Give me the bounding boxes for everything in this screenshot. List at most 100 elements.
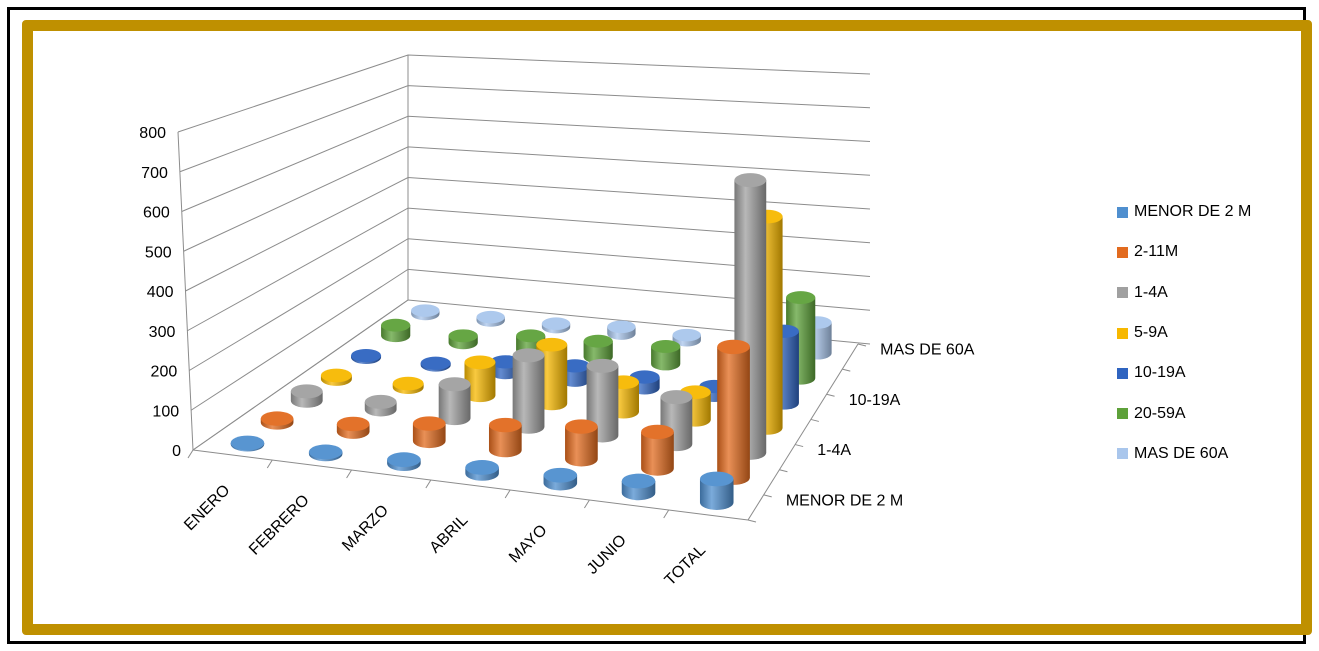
bar-20-59a-enero [381, 318, 411, 343]
depth-tick-label: 10-19A [849, 392, 901, 409]
bar-1-4a-abril [512, 348, 545, 434]
x-tick-label: MARZO [339, 502, 392, 555]
y-tick-label: 100 [152, 403, 179, 420]
gridline [187, 207, 871, 332]
bar-5-9a-marzo [464, 355, 496, 403]
bar-2-11m-abril [488, 417, 522, 458]
bar-20-59a-abril [583, 334, 613, 364]
legend-swatch [1117, 327, 1128, 339]
legend-swatch [1117, 367, 1128, 379]
gridline [188, 238, 871, 371]
chart-frame [22, 20, 1312, 635]
x-tick-label: TOTAL [662, 542, 710, 590]
bar-2-11m-febrero [336, 416, 370, 439]
bar-10-19a-enero [351, 348, 382, 365]
depth-tick-mark [795, 444, 804, 448]
x-tick-mark [266, 459, 273, 469]
bar-5-9a-febrero [392, 376, 424, 395]
legend-item: MENOR DE 2 M [1117, 192, 1297, 232]
legend-swatch [1117, 246, 1128, 258]
legend-swatch [1117, 287, 1128, 299]
bar-1-4a-enero [290, 384, 323, 408]
bar-menor-de-2-m-abril [465, 460, 499, 481]
legend-swatch [1117, 408, 1128, 420]
y-tick-label: 700 [141, 165, 168, 182]
gridline [179, 85, 871, 173]
legend-label: MENOR DE 2 M [1134, 203, 1252, 221]
bar-2-11m-marzo [412, 416, 446, 449]
gridline [183, 146, 871, 252]
bar-mas-de-60a-marzo [541, 317, 571, 334]
legend-item: 5-9A [1117, 313, 1297, 353]
x-tick-mark [504, 489, 511, 499]
bar-2-11m-total [717, 339, 750, 485]
bar-menor-de-2-m-marzo [387, 452, 421, 472]
y-tick-label: 300 [149, 324, 176, 341]
legend-label: 1-4A [1134, 283, 1168, 301]
legend-item: 20-59A [1117, 393, 1297, 433]
gridline [185, 176, 871, 292]
bar-mas-de-60a-febrero [476, 310, 505, 327]
bar-2-11m-mayo [565, 419, 598, 467]
bar-2-11m-enero [260, 411, 294, 430]
x-tick-label: JUNIO [584, 532, 630, 578]
legend-swatch [1117, 448, 1128, 460]
x-tick-mark [663, 509, 670, 519]
bar-mas-de-60a-enero [411, 304, 440, 321]
x-tick-mark [346, 469, 352, 479]
legend-item: MAS DE 60A [1117, 434, 1297, 474]
bar-menor-de-2-m-junio [621, 473, 656, 501]
x-tick-label: ABRIL [427, 512, 472, 557]
legend-label: 10-19A [1134, 364, 1186, 382]
bar-1-4a-marzo [438, 377, 471, 426]
legend-label: MAS DE 60A [1134, 444, 1229, 462]
legend-item: 1-4A [1117, 273, 1297, 313]
legend-label: 20-59A [1134, 404, 1186, 422]
depth-tick-mark [747, 519, 757, 523]
x-tick-label: MAYO [506, 522, 551, 567]
depth-tick-label: MAS DE 60A [880, 342, 975, 359]
legend: MENOR DE 2 M 2-11M 1-4A 5-9A 10-19A 20-59A MAS… [1117, 192, 1297, 474]
y-tick-label: 400 [147, 284, 174, 301]
y-tick-label: 800 [139, 125, 166, 142]
floor-front-edge [192, 449, 749, 521]
depth-tick-mark [810, 418, 819, 422]
bar-menor-de-2-m-mayo [543, 467, 578, 491]
y-tick-label: 0 [172, 443, 181, 460]
bar-menor-de-2-m-enero [230, 435, 265, 452]
x-tick-label: ENERO [181, 482, 233, 534]
bar-10-19a-febrero [420, 356, 451, 372]
x-tick-mark [425, 479, 432, 489]
bar-menor-de-2-m-total [699, 471, 734, 510]
gridline [192, 299, 871, 451]
legend-swatch [1117, 206, 1128, 218]
bar-mas-de-60a-mayo [672, 328, 701, 347]
depth-tick-label: 1-4A [817, 442, 851, 459]
legend-label: 5-9A [1134, 324, 1168, 342]
y-tick-label: 600 [143, 205, 170, 222]
depth-tick-label: MENOR DE 2 M [786, 492, 903, 509]
bar-10-19a-abril [559, 359, 590, 387]
bar-2-11m-junio [641, 424, 674, 476]
bar-5-9a-enero [320, 368, 352, 386]
x-tick-label: FEBRERO [246, 492, 313, 559]
depth-tick-mark [857, 343, 867, 347]
legend-label: 2-11M [1134, 243, 1179, 261]
gridline [181, 115, 871, 212]
y-tick-label: 500 [145, 244, 172, 261]
bar-20-59a-mayo [651, 340, 681, 371]
depth-tick-mark [842, 368, 851, 372]
legend-item: 2-11M [1117, 232, 1297, 272]
legend-item: 10-19A [1117, 353, 1297, 393]
depth-tick-mark [779, 469, 788, 473]
gridline [190, 268, 871, 411]
bar-menor-de-2-m-febrero [308, 444, 343, 462]
depth-tick-mark [763, 494, 772, 498]
y-tick-label: 200 [151, 364, 178, 381]
bar-1-4a-febrero [364, 394, 397, 417]
depth-tick-mark [826, 393, 835, 397]
x-tick-mark [584, 499, 590, 509]
bar-20-59a-febrero [448, 329, 478, 350]
bar-mas-de-60a-abril [607, 320, 636, 340]
